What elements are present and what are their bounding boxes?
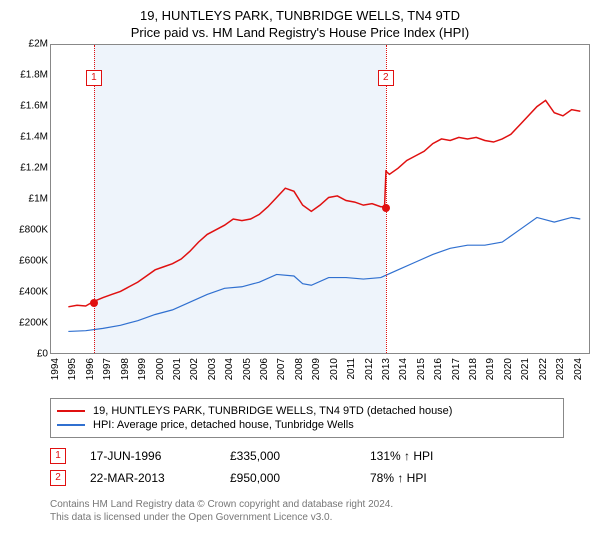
x-tick-label: 2023 [555,358,566,380]
x-tick-label: 1997 [102,358,113,380]
legend-row: 19, HUNTLEYS PARK, TUNBRIDGE WELLS, TN4 … [57,405,557,417]
x-tick-label: 2022 [538,358,549,380]
y-tick-label: £200K [19,318,48,329]
y-tick-label: £1.6M [20,101,48,112]
y-tick-label: £400K [19,287,48,298]
x-tick-label: 2013 [381,358,392,380]
sale-date: 22-MAR-2013 [90,471,230,485]
marker-box-2: 2 [378,70,394,86]
series-line-price_paid [68,100,580,306]
sale-price: £335,000 [230,449,370,463]
sale-price: £950,000 [230,471,370,485]
y-tick-label: £1.4M [20,132,48,143]
x-tick-label: 2000 [155,358,166,380]
marker-box-1: 1 [86,70,102,86]
legend-swatch [57,410,85,412]
x-tick-label: 2012 [364,358,375,380]
x-tick-label: 2002 [189,358,200,380]
x-tick-label: 2021 [520,358,531,380]
x-tick-label: 2020 [503,358,514,380]
y-tick-label: £1M [29,194,48,205]
x-tick-label: 2008 [294,358,305,380]
x-tick-label: 2006 [259,358,270,380]
x-tick-label: 2010 [329,358,340,380]
series-line-hpi [68,217,580,331]
x-tick-label: 2005 [242,358,253,380]
legend-label: 19, HUNTLEYS PARK, TUNBRIDGE WELLS, TN4 … [93,405,452,417]
legend: 19, HUNTLEYS PARK, TUNBRIDGE WELLS, TN4 … [50,398,564,438]
x-tick-label: 2001 [172,358,183,380]
footer-line1: Contains HM Land Registry data © Crown c… [50,498,600,511]
sale-marker: 2 [50,470,66,486]
x-tick-label: 2018 [468,358,479,380]
title-block: 19, HUNTLEYS PARK, TUNBRIDGE WELLS, TN4 … [0,0,600,44]
sale-hpi-delta: 78% ↑ HPI [370,471,510,485]
y-tick-label: £0 [37,349,48,360]
y-tick-label: £800K [19,225,48,236]
legend-label: HPI: Average price, detached house, Tunb… [93,419,354,431]
sale-date: 17-JUN-1996 [90,449,230,463]
x-tick-label: 2015 [416,358,427,380]
x-tick-label: 1995 [67,358,78,380]
y-tick-label: £2M [29,39,48,50]
sale-marker: 1 [50,448,66,464]
legend-swatch [57,424,85,426]
y-tick-label: £1.2M [20,163,48,174]
y-tick-label: £600K [19,256,48,267]
x-tick-label: 2011 [346,358,357,380]
title-address: 19, HUNTLEYS PARK, TUNBRIDGE WELLS, TN4 … [0,8,600,23]
x-tick-label: 2024 [573,358,584,380]
x-tick-label: 1996 [85,358,96,380]
chart-area: 12 £0£200K£400K£600K£800K£1M£1.2M£1.4M£1… [40,44,600,394]
sale-hpi-delta: 131% ↑ HPI [370,449,510,463]
x-tick-label: 1994 [50,358,61,380]
footer-attribution: Contains HM Land Registry data © Crown c… [50,498,600,524]
x-tick-label: 2003 [207,358,218,380]
x-tick-label: 2009 [311,358,322,380]
marker-vline-2 [386,45,387,353]
series-svg [51,45,589,353]
marker-dot-1 [90,299,98,307]
x-tick-label: 2014 [398,358,409,380]
footer-line2: This data is licensed under the Open Gov… [50,511,600,524]
x-tick-label: 2016 [433,358,444,380]
plot-area: 12 [50,44,590,354]
x-tick-label: 2017 [451,358,462,380]
x-tick-label: 1998 [120,358,131,380]
sale-row: 1 17-JUN-1996£335,000131% ↑ HPI [50,448,600,464]
sales-table: 1 17-JUN-1996£335,000131% ↑ HPI 2 22-MAR-20… [50,448,600,486]
x-tick-label: 2007 [276,358,287,380]
chart-container: 19, HUNTLEYS PARK, TUNBRIDGE WELLS, TN4 … [0,0,600,524]
x-tick-label: 2004 [224,358,235,380]
legend-row: HPI: Average price, detached house, Tunb… [57,419,557,431]
sale-row: 2 22-MAR-2013£950,00078% ↑ HPI [50,470,600,486]
title-subtitle: Price paid vs. HM Land Registry's House … [0,25,600,40]
y-tick-label: £1.8M [20,70,48,81]
x-tick-label: 1999 [137,358,148,380]
marker-dot-2 [382,204,390,212]
x-tick-label: 2019 [485,358,496,380]
